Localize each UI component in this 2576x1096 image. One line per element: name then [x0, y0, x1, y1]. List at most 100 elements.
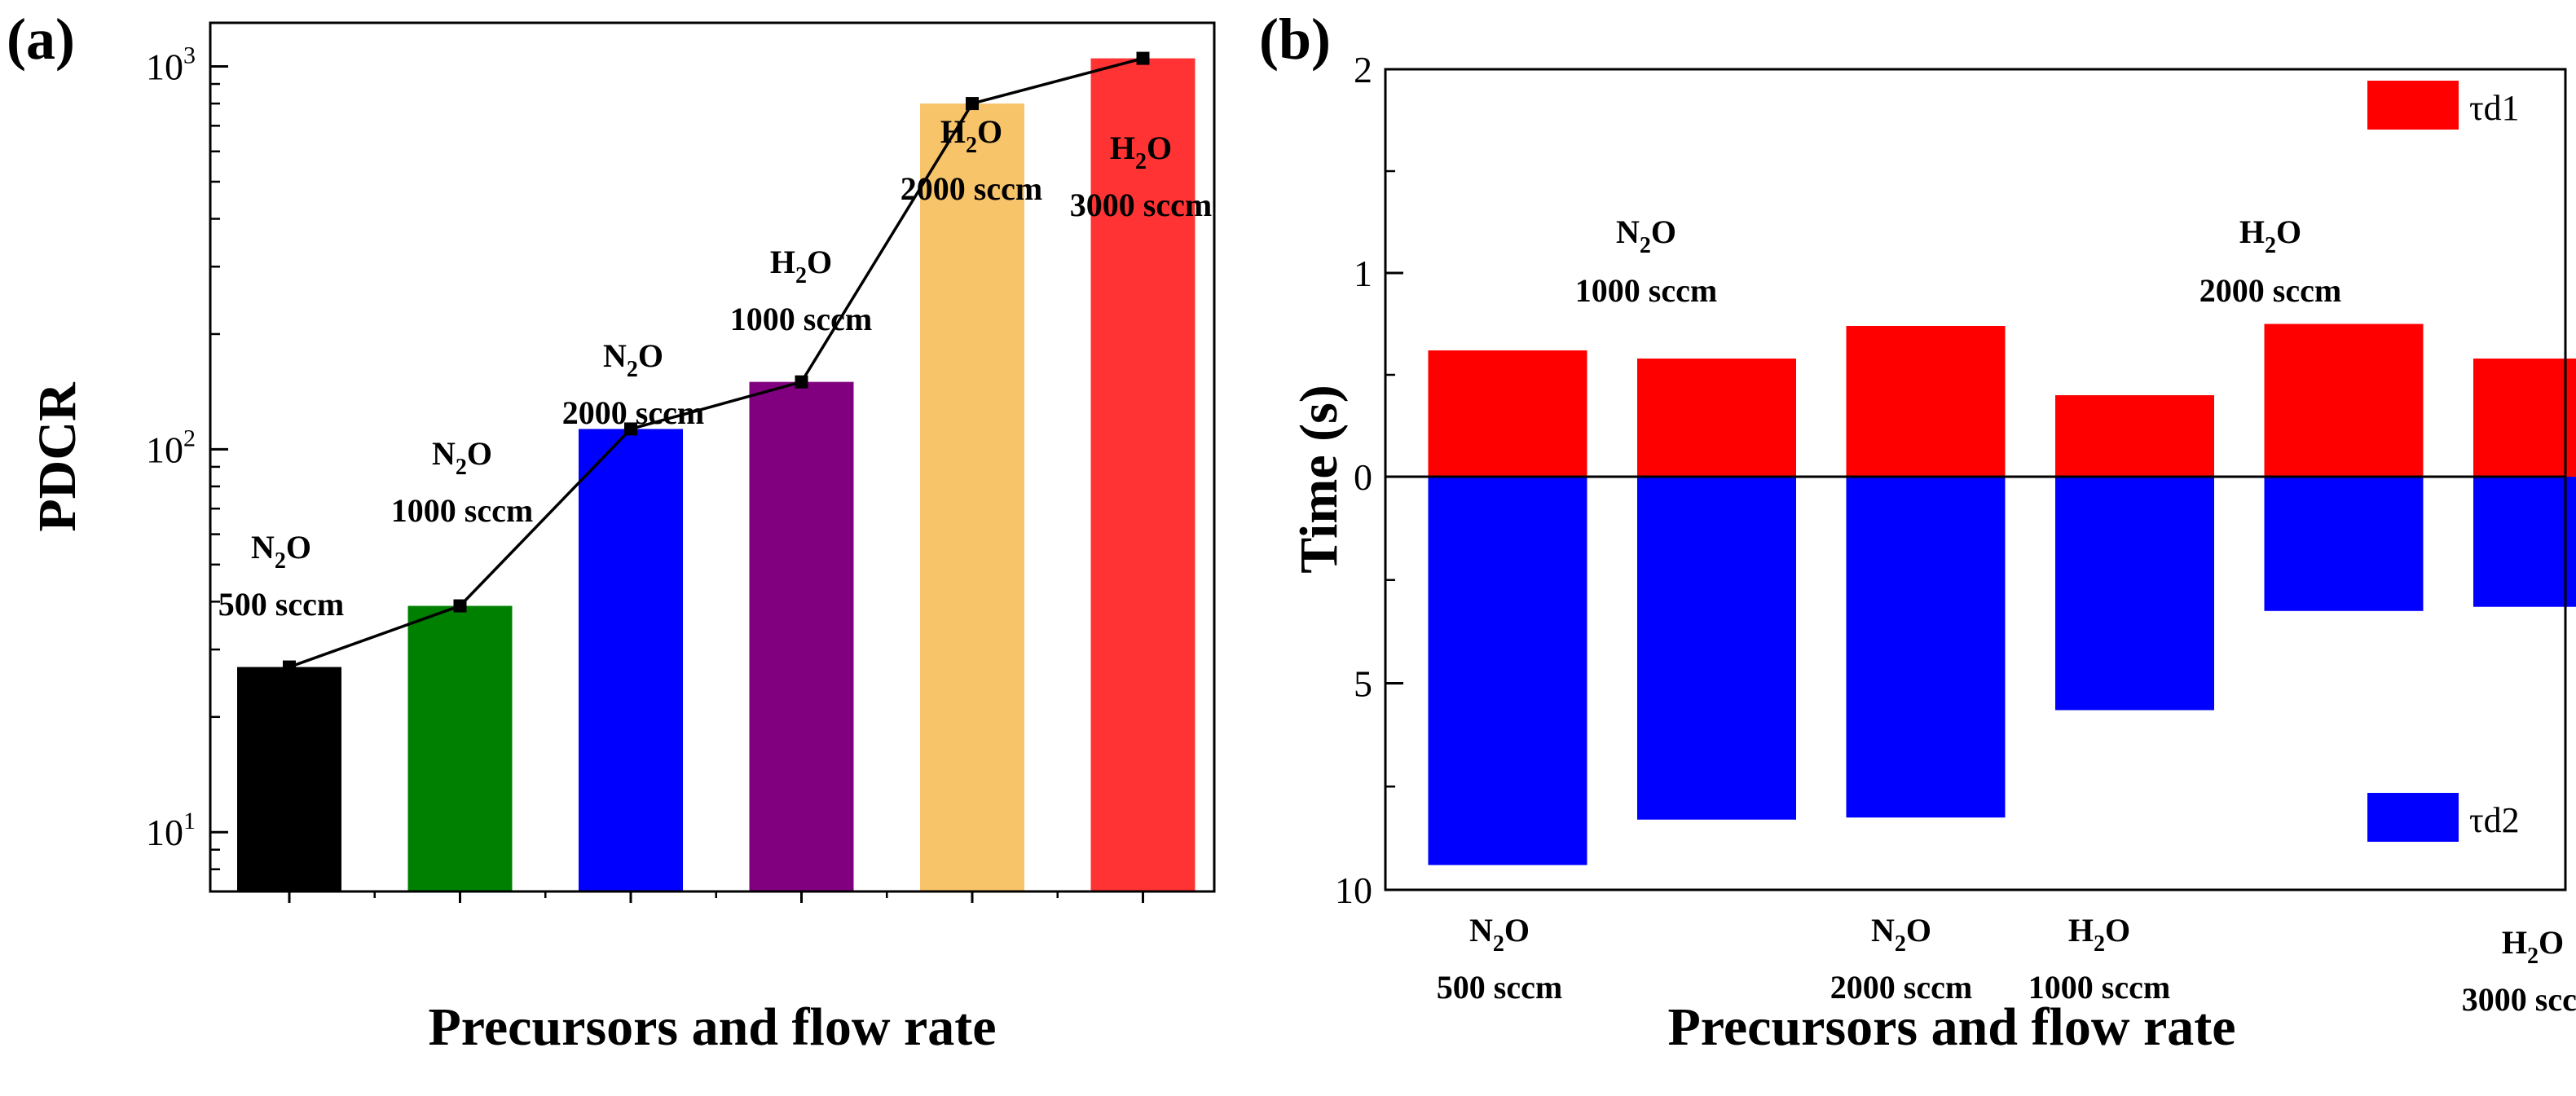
below-label-0-species-element: N	[1469, 912, 1493, 949]
category-label-2-flow: 2000 sccm	[562, 394, 704, 431]
bar-3	[749, 381, 854, 891]
below-label-1-species-element: N	[1871, 912, 1895, 949]
inside-label-0-species: N2O	[1616, 213, 1676, 258]
data-marker-3	[795, 375, 808, 389]
below-label-0-species-tail: O	[1504, 912, 1530, 949]
inside-label-0-species-subscript: 2	[1640, 233, 1651, 258]
below-label-2-species-element: H	[2068, 912, 2094, 949]
category-label-2-species-element: N	[603, 337, 627, 374]
bar-5	[1090, 58, 1196, 892]
inside-label-1-species-subscript: 2	[2265, 233, 2276, 258]
category-label-2-species-subscript: 2	[627, 357, 638, 382]
data-marker-4	[966, 97, 979, 111]
category-label-4-flow: 2000 sccm	[900, 170, 1042, 207]
y-tick-label-top-2: 0	[1354, 456, 1372, 498]
inside-label-1-species-element: H	[2239, 213, 2265, 250]
tau-d2-bar-4	[2264, 477, 2424, 611]
data-marker-2	[624, 422, 637, 436]
y-tick-label-1: 102	[146, 425, 196, 470]
data-marker-5	[1136, 51, 1150, 65]
inside-label-1-flow: 2000 sccm	[2200, 272, 2341, 309]
category-label-4-species-tail: O	[977, 113, 1002, 150]
tau-d1-bar-3	[2055, 395, 2214, 477]
inside-label-1-species: H2O	[2239, 213, 2301, 258]
below-label-2-species-subscript: 2	[2094, 931, 2105, 957]
category-label-0-species-element: N	[251, 529, 275, 566]
category-label-3-flow: 1000 sccm	[730, 301, 872, 337]
y-tick-label-0: 101	[146, 808, 196, 853]
y-axis-title-b: Time (s)	[1289, 385, 1349, 574]
y-tick-label-top-1: 1	[1354, 253, 1372, 294]
tau-d2-bar-0	[1428, 477, 1587, 865]
bar-0	[237, 667, 341, 891]
category-label-3-species-subscript: 2	[795, 263, 807, 288]
plot-frame-b	[1384, 68, 2567, 891]
below-label-1-species-tail: O	[1906, 912, 1931, 949]
tau-d1-bar-1	[1637, 359, 1796, 477]
x-axis-title-b: Precursors and flow rate	[1667, 997, 2235, 1057]
legend-swatch-tau-d1	[2367, 81, 2459, 130]
below-label-3-species: H2O	[2502, 924, 2564, 969]
y-tick-label-top-0: 2	[1354, 49, 1372, 90]
tau-d1-bar-2	[1846, 326, 2006, 477]
category-label-1-species-subscript: 2	[456, 455, 467, 480]
category-label-2-species-tail: O	[638, 337, 663, 374]
category-label-4-species: H2O	[940, 113, 1002, 158]
below-label-1-species-subscript: 2	[1895, 931, 1906, 957]
below-label-3-species-element: H	[2502, 924, 2527, 961]
category-label-5-species: H2O	[1110, 130, 1172, 174]
category-label-5-species-element: H	[1110, 130, 1135, 166]
category-label-0-species-tail: O	[286, 529, 311, 566]
category-label-3-species: H2O	[770, 244, 832, 288]
inside-label-0-flow: 1000 sccm	[1575, 272, 1717, 309]
category-label-1-species-element: N	[432, 435, 456, 472]
y-tick-base-0: 10	[146, 812, 183, 853]
category-label-1-flow: 1000 sccm	[391, 492, 533, 529]
legend-swatch-tau-d2	[2367, 793, 2459, 842]
bar-2	[579, 429, 683, 891]
x-axis-title-a: Precursors and flow rate	[428, 997, 996, 1057]
category-label-5-species-tail: O	[1147, 130, 1172, 166]
y-tick-base-2: 10	[146, 46, 183, 88]
inside-label-0-species-tail: O	[1651, 213, 1676, 250]
y-tick-exponent-0: 1	[183, 808, 196, 834]
below-label-3-species-tail: O	[2539, 924, 2564, 961]
below-label-1-species: N2O	[1871, 912, 1931, 957]
panel-label-a: (a)	[7, 7, 75, 72]
below-label-2-species-tail: O	[2105, 912, 2130, 949]
panel-label-b: (b)	[1259, 7, 1331, 72]
category-label-5-flow: 3000 sccm	[1070, 187, 1212, 223]
below-label-2-flow: 1000 sccm	[2028, 969, 2170, 1006]
category-label-1-species: N2O	[432, 435, 492, 480]
tau-d2-bar-2	[1846, 477, 2006, 818]
data-marker-0	[283, 660, 296, 674]
inside-label-1-species-tail: O	[2276, 213, 2301, 250]
category-label-0-species: N2O	[251, 529, 311, 574]
category-label-4-species-element: H	[940, 113, 966, 150]
below-label-3-flow: 3000 sccm	[2462, 981, 2576, 1018]
data-marker-1	[453, 599, 467, 613]
tau-d2-bar-3	[2055, 477, 2214, 711]
y-tick-exponent-1: 2	[183, 425, 196, 451]
below-label-1-flow: 2000 sccm	[1830, 969, 1972, 1006]
y-tick-label-bottom-0: 5	[1354, 663, 1372, 705]
y-tick-label-2: 103	[146, 42, 196, 88]
y-tick-label-bottom-1: 10	[1335, 869, 1372, 911]
legend-label-tau-d1: τd1	[2469, 88, 2520, 128]
bar-4	[920, 103, 1024, 892]
category-label-3-species-element: H	[770, 244, 795, 280]
tau-d1-bar-0	[1428, 350, 1587, 477]
inside-label-0-species-element: N	[1616, 213, 1640, 250]
below-label-0-flow: 500 sccm	[1437, 969, 1562, 1006]
legend-label-tau-d2: τd2	[2469, 800, 2520, 840]
plot-frame	[209, 21, 1216, 893]
pdcr-trend-line	[288, 56, 1143, 669]
below-label-0-species: N2O	[1469, 912, 1530, 957]
y-tick-base-1: 10	[146, 429, 183, 470]
tau-d1-bar-5	[2473, 359, 2576, 477]
category-label-1-species-tail: O	[467, 435, 492, 472]
below-label-2-species: H2O	[2068, 912, 2130, 957]
